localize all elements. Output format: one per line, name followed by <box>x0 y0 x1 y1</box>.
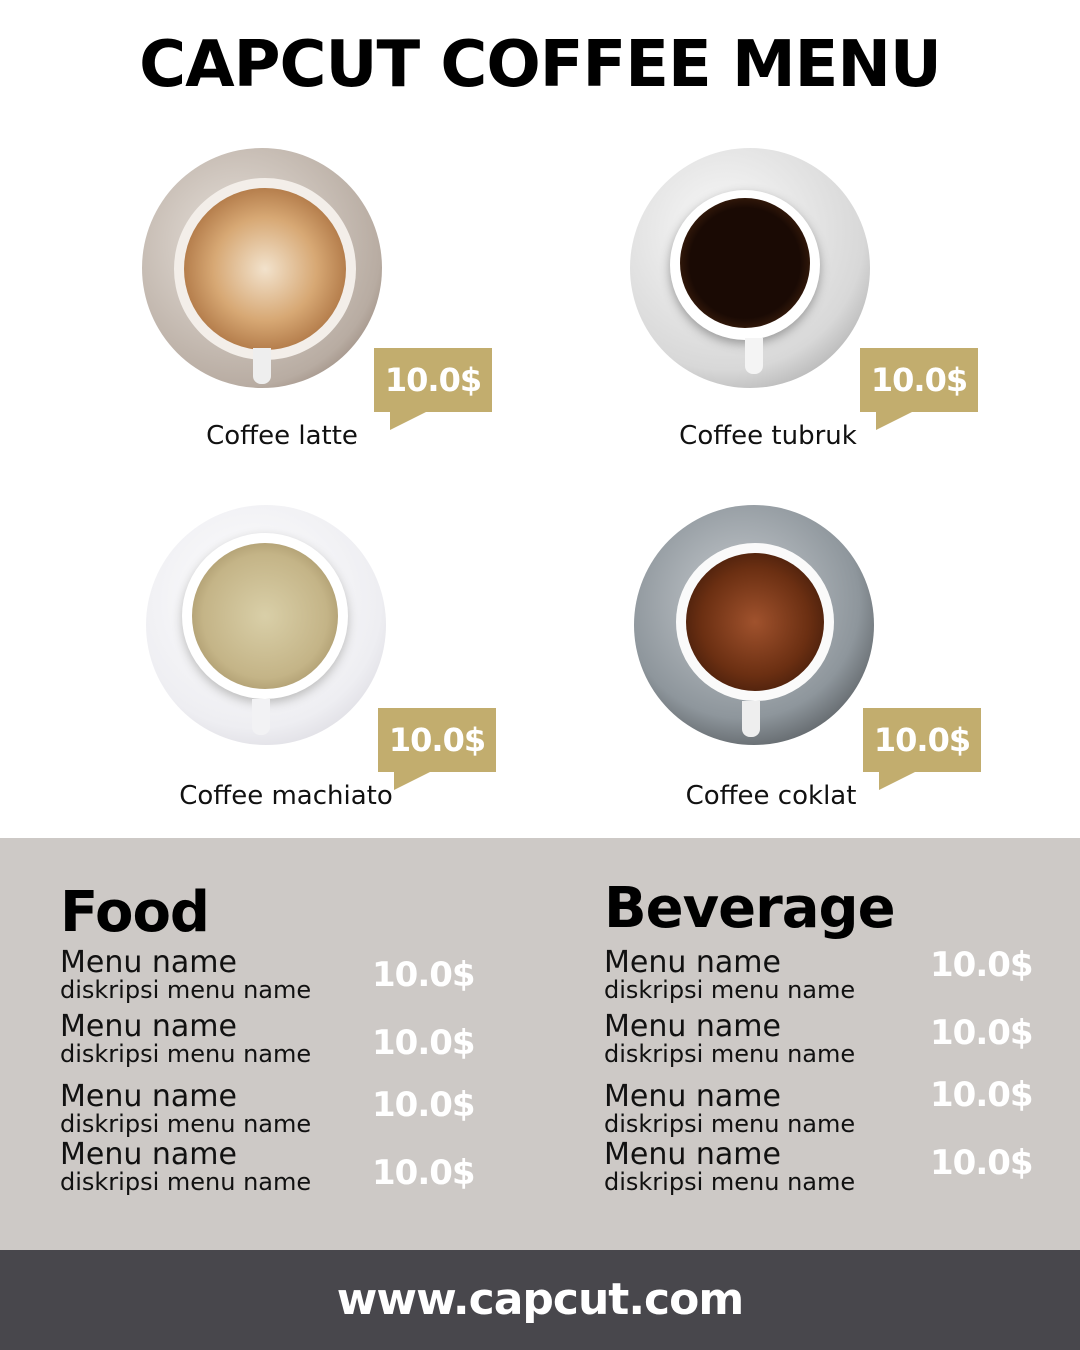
item-desc: diskripsi menu name <box>604 1168 856 1196</box>
food-item: Menu name diskripsi menu name <box>60 1137 312 1196</box>
item-desc: diskripsi menu name <box>60 1040 312 1068</box>
coffee-coklat-image <box>634 505 874 745</box>
coffee-tubruk-image <box>630 148 870 388</box>
page-title: CAPCUT COFFEE MENU <box>139 28 942 102</box>
coffee-machiato-image <box>146 505 386 745</box>
beverage-item: Menu name diskripsi menu name <box>604 1137 856 1196</box>
food-price: 10.0$ <box>372 955 476 995</box>
footer-url: www.capcut.com <box>0 1250 1080 1350</box>
coffee-name: Coffee tubruk <box>679 421 857 451</box>
item-desc: diskripsi menu name <box>60 976 312 1004</box>
item-name: Menu name <box>60 1009 237 1044</box>
food-price: 10.0$ <box>372 1023 476 1063</box>
item-name: Menu name <box>604 1009 781 1044</box>
price-tag: 10.0$ <box>374 348 492 430</box>
food-item: Menu name diskripsi menu name <box>60 1079 312 1138</box>
item-name: Menu name <box>604 945 781 980</box>
food-heading: Food <box>60 880 210 945</box>
item-desc: diskripsi menu name <box>604 976 856 1004</box>
food-item: Menu name diskripsi menu name <box>60 945 312 1004</box>
beverage-price: 10.0$ <box>930 1143 1034 1183</box>
food-item: Menu name diskripsi menu name <box>60 1009 312 1068</box>
item-desc: diskripsi menu name <box>604 1110 856 1138</box>
coffee-name: Coffee machiato <box>179 781 393 811</box>
coffee-name: Coffee latte <box>206 421 358 451</box>
menu-section <box>0 838 1080 1250</box>
item-name: Menu name <box>60 945 237 980</box>
beverage-heading: Beverage <box>604 876 896 941</box>
item-desc: diskripsi menu name <box>604 1040 856 1068</box>
beverage-price: 10.0$ <box>930 1075 1034 1115</box>
item-desc: diskripsi menu name <box>60 1168 312 1196</box>
food-price: 10.0$ <box>372 1085 476 1125</box>
beverage-price: 10.0$ <box>930 1013 1034 1053</box>
price-tag: 10.0$ <box>863 708 981 790</box>
coffee-name: Coffee coklat <box>685 781 857 811</box>
coffee-latte-image <box>142 148 382 388</box>
item-name: Menu name <box>604 1079 781 1114</box>
item-name: Menu name <box>60 1137 237 1172</box>
food-price: 10.0$ <box>372 1153 476 1193</box>
beverage-item: Menu name diskripsi menu name <box>604 1009 856 1068</box>
price-tag: 10.0$ <box>860 348 978 430</box>
price-tag: 10.0$ <box>378 708 496 790</box>
beverage-item: Menu name diskripsi menu name <box>604 945 856 1004</box>
beverage-item: Menu name diskripsi menu name <box>604 1079 856 1138</box>
item-name: Menu name <box>60 1079 237 1114</box>
item-name: Menu name <box>604 1137 781 1172</box>
item-desc: diskripsi menu name <box>60 1110 312 1138</box>
beverage-price: 10.0$ <box>930 945 1034 985</box>
